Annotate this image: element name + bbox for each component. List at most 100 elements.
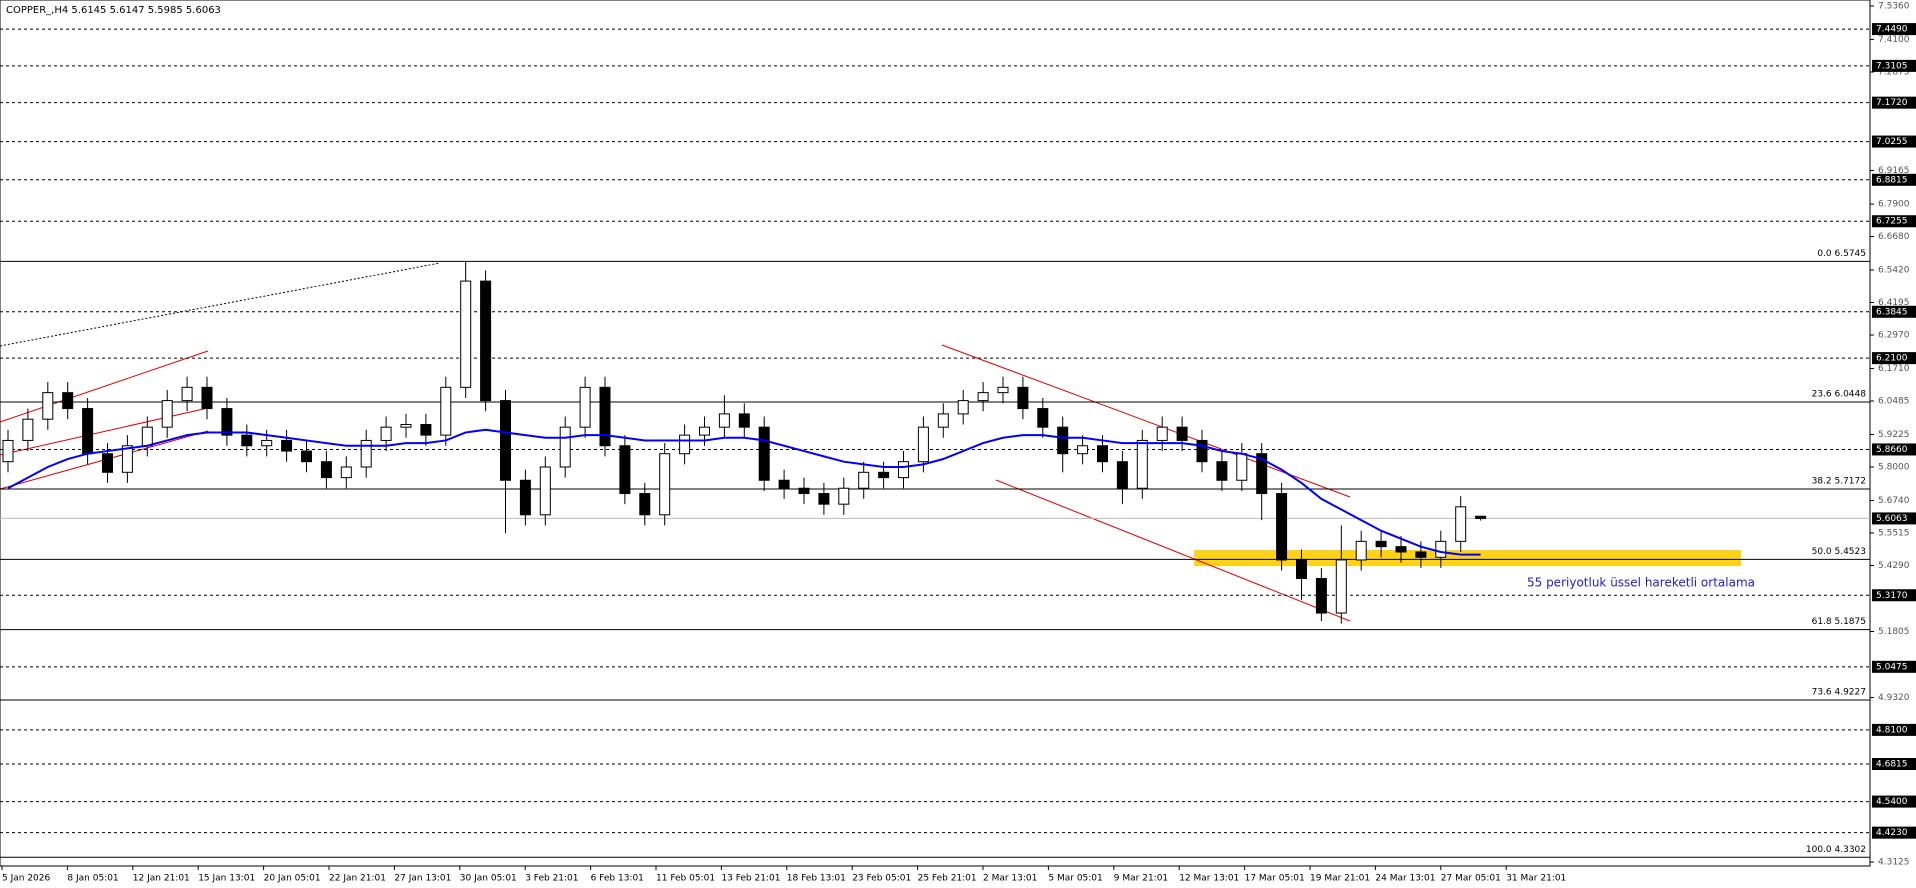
candle-body bbox=[1156, 426, 1168, 441]
candle-body bbox=[400, 424, 412, 428]
candle-body bbox=[1455, 506, 1467, 542]
level-label-box bbox=[1872, 96, 1916, 109]
candle-body bbox=[161, 400, 173, 428]
candle-body bbox=[1475, 515, 1487, 519]
channels bbox=[0, 344, 1351, 622]
y-tick-label: 6.9165 bbox=[1878, 166, 1910, 176]
candle-body bbox=[1256, 453, 1268, 495]
candle-body bbox=[559, 426, 571, 468]
candle-body bbox=[1435, 540, 1447, 558]
candle-body bbox=[261, 439, 273, 447]
candle-body bbox=[340, 466, 352, 479]
level-label: 7.3105 bbox=[1876, 61, 1908, 71]
candle-body bbox=[1116, 461, 1128, 489]
x-tick-label: 6 Feb 13:01 bbox=[591, 874, 644, 884]
candle-body bbox=[977, 392, 989, 402]
candle-body bbox=[1097, 445, 1108, 463]
candle-body bbox=[121, 445, 133, 473]
candle-body bbox=[440, 386, 452, 436]
channel-line bbox=[995, 479, 1351, 622]
candle-body bbox=[659, 453, 671, 516]
x-tick-label: 23 Feb 05:01 bbox=[852, 874, 911, 884]
candle-body bbox=[281, 439, 293, 452]
candle-body bbox=[2, 439, 14, 463]
fib-label: 73.6 4.9227 bbox=[1812, 687, 1866, 697]
x-tick-label: 12 Mar 13:01 bbox=[1179, 874, 1239, 884]
candle-body bbox=[639, 493, 651, 516]
chart-title: COPPER_,H4 5.6145 5.6147 5.5985 5.6063 bbox=[6, 5, 221, 16]
candle-body bbox=[1236, 453, 1248, 481]
y-tick-label: 6.1710 bbox=[1878, 364, 1910, 374]
candle-body bbox=[838, 487, 850, 505]
plot-frame bbox=[0, 0, 1871, 867]
candle-body bbox=[798, 487, 810, 495]
y-tick-label: 5.8000 bbox=[1878, 462, 1910, 472]
level-label-box bbox=[1872, 826, 1916, 839]
y-tick-label: 4.3125 bbox=[1878, 858, 1910, 868]
level-label: 7.1720 bbox=[1876, 98, 1908, 108]
x-tick-label: 13 Feb 21:01 bbox=[721, 874, 780, 884]
level-label-box bbox=[1872, 352, 1916, 365]
level-label: 6.7255 bbox=[1876, 217, 1908, 227]
x-tick-label: 3 Feb 21:01 bbox=[525, 874, 578, 884]
x-tick-label: 11 Feb 05:01 bbox=[656, 874, 715, 884]
level-label: 4.5400 bbox=[1876, 797, 1908, 807]
candle-body bbox=[778, 479, 790, 489]
candle-body bbox=[1335, 559, 1347, 614]
candle-body bbox=[221, 408, 233, 436]
x-tick-label: 27 Jan 13:01 bbox=[394, 874, 451, 884]
candle-body bbox=[1276, 493, 1288, 561]
candle-body bbox=[818, 493, 830, 505]
fib-label: 100.0 4.3302 bbox=[1806, 845, 1866, 855]
candle-body bbox=[1176, 426, 1188, 441]
x-tick-label: 17 Mar 05:01 bbox=[1245, 874, 1305, 884]
level-label-box bbox=[1872, 173, 1916, 186]
level-label: 4.4230 bbox=[1876, 828, 1908, 838]
level-label-box bbox=[1872, 443, 1916, 456]
y-tick-label: 6.4195 bbox=[1878, 298, 1910, 308]
candle-body bbox=[898, 461, 909, 479]
level-label-box bbox=[1872, 589, 1916, 602]
candle-body bbox=[241, 434, 253, 447]
trend-line bbox=[0, 262, 441, 347]
x-tick-label: 20 Jan 05:01 bbox=[264, 874, 321, 884]
level-label: 6.2100 bbox=[1876, 354, 1908, 364]
level-label: 4.6815 bbox=[1876, 760, 1908, 770]
y-tick-label: 4.9320 bbox=[1878, 693, 1910, 703]
level-label-box bbox=[1872, 135, 1916, 148]
x-tick-label: 30 Jan 05:01 bbox=[460, 874, 517, 884]
y-tick-label: 6.7900 bbox=[1878, 200, 1910, 210]
candle-body bbox=[320, 461, 332, 479]
x-tick-label: 5 Mar 05:01 bbox=[1048, 874, 1102, 884]
candle-body bbox=[997, 386, 1009, 394]
candle-body bbox=[1296, 559, 1307, 580]
y-tick-label: 6.2970 bbox=[1878, 331, 1910, 341]
candle-body bbox=[937, 413, 949, 428]
candle-body bbox=[519, 479, 531, 516]
candle-body bbox=[957, 400, 969, 415]
level-label-box bbox=[1872, 59, 1916, 72]
level-label-box bbox=[1872, 305, 1916, 318]
fib-label: 38.2 5.7172 bbox=[1812, 476, 1866, 486]
level-label-box bbox=[1872, 660, 1916, 673]
level-label: 6.3845 bbox=[1876, 307, 1908, 317]
fib-label: 50.0 5.4523 bbox=[1812, 547, 1866, 557]
x-tick-label: 19 Mar 21:01 bbox=[1310, 874, 1370, 884]
x-tick-label: 2 Mar 13:01 bbox=[983, 874, 1037, 884]
candle-body bbox=[738, 413, 750, 428]
candle-body bbox=[1315, 578, 1327, 614]
candle-body bbox=[878, 471, 890, 479]
y-tick-label: 6.0485 bbox=[1878, 397, 1910, 407]
candle-body bbox=[1375, 540, 1387, 548]
current-price-label: 5.6063 bbox=[1876, 514, 1908, 524]
x-tick-label: 27 Mar 05:01 bbox=[1441, 874, 1501, 884]
candle-body bbox=[699, 426, 710, 436]
candle-body bbox=[679, 434, 691, 455]
x-tick-label: 25 Feb 21:01 bbox=[918, 874, 977, 884]
candle-body bbox=[718, 413, 730, 428]
candle-body bbox=[758, 426, 770, 481]
candle-body bbox=[619, 445, 631, 495]
candle-body bbox=[1057, 426, 1069, 455]
channel-line bbox=[0, 407, 209, 456]
